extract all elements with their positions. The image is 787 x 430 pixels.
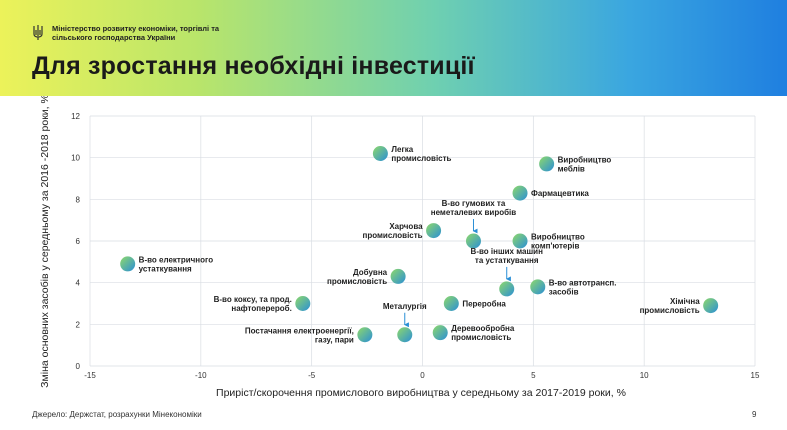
data-point: [703, 298, 719, 314]
point-label: устаткування: [139, 264, 192, 273]
data-point: [539, 156, 555, 172]
ministry-line-1: Міністерство розвитку економіки, торгівл…: [52, 24, 220, 33]
data-point: [120, 256, 136, 272]
x-tick-label: -10: [195, 371, 207, 380]
trident-icon: [33, 25, 43, 40]
data-point: [512, 185, 528, 201]
data-point: [443, 296, 459, 311]
y-tick-label: 4: [76, 279, 81, 288]
point-label: промисловість: [327, 277, 387, 286]
point-label: В-во автотрансп.: [549, 278, 617, 287]
point-label: неметалевих виробів: [431, 208, 517, 217]
data-point: [357, 327, 373, 343]
y-tick-label: 2: [76, 320, 81, 329]
point-label: промисловість: [451, 333, 511, 342]
point-label: Добувна: [353, 268, 388, 277]
point-label: В-во коксу, та прод.: [214, 295, 292, 304]
x-tick-label: -5: [308, 371, 316, 380]
data-point-group: В-во автотрансп.засобів: [530, 278, 616, 296]
x-tick-label: 5: [531, 371, 536, 380]
point-label: В-во інших машин: [471, 247, 544, 256]
data-point: [512, 233, 528, 249]
data-point: [390, 268, 406, 284]
point-label: Хімічна: [670, 297, 700, 306]
y-tick-label: 10: [71, 154, 80, 163]
point-label: газу, пари: [315, 335, 354, 344]
ministry-name: Міністерство розвитку економіки, торгівл…: [52, 24, 272, 42]
ministry-line-2: сільського господарства України: [52, 33, 176, 42]
data-point-group: Фармацевтика: [512, 185, 589, 201]
point-label: Металургія: [383, 302, 427, 311]
x-axis-title: Приріст/скорочення промислового виробниц…: [216, 387, 626, 399]
x-tick-label: -15: [84, 371, 96, 380]
point-label: промисловість: [640, 306, 700, 315]
data-point-group: В-во коксу, та прод.нафтоперероб.: [214, 295, 311, 313]
source-note: Джерело: Держстат, розрахунки Мінекономі…: [32, 410, 202, 419]
point-label: Фармацевтика: [531, 189, 589, 198]
point-label: Виробництво: [531, 233, 585, 242]
header-banner: Міністерство розвитку економіки, торгівл…: [0, 0, 787, 96]
data-point: [499, 281, 515, 297]
grid: [89, 115, 756, 367]
axis-ticks: -15 -10 -5 0 5 10 15 0 2 4 6 8 10 12: [71, 112, 760, 380]
point-label: Постачання електроенергії,: [245, 326, 354, 335]
point-label: В-во електричного: [139, 255, 214, 264]
y-axis-title: Зміна основних засобів у середньому за 2…: [39, 96, 51, 388]
data-point: [465, 233, 481, 249]
data-point: [426, 223, 442, 239]
page-title: Для зростання необхідні інвестиції: [32, 52, 475, 80]
point-label: Легка: [391, 145, 413, 154]
point-label: В-во гумових та: [442, 199, 506, 208]
data-point-group: Постачання електроенергії,газу, пари: [245, 326, 373, 344]
data-point-group: Металургія: [383, 302, 427, 343]
point-label: Деревообробна: [451, 324, 515, 333]
y-tick-label: 0: [76, 362, 81, 371]
data-point: [295, 296, 311, 311]
point-label: меблів: [558, 164, 585, 173]
page-number: 9: [752, 410, 757, 419]
y-tick-label: 6: [76, 237, 81, 246]
point-label: нафтоперероб.: [231, 304, 291, 313]
point-label: Харчова: [389, 222, 423, 231]
data-point: [530, 279, 546, 295]
point-label: та устаткування: [475, 256, 539, 265]
data-point: [432, 325, 448, 341]
y-tick-label: 8: [76, 195, 81, 204]
scatter-chart: -15 -10 -5 0 5 10 15 0 2 4 6 8 10 12 В-во електричног…: [39, 96, 760, 399]
point-label: промисловість: [391, 154, 451, 163]
y-tick-label: 12: [71, 112, 80, 121]
point-label: Виробництво: [558, 155, 612, 164]
data-point-group: Переробна: [443, 296, 506, 311]
x-tick-label: 15: [751, 371, 760, 380]
point-label: промисловість: [363, 231, 423, 240]
point-label: комп'ютерів: [531, 242, 579, 251]
x-tick-label: 0: [420, 371, 425, 380]
point-label: Переробна: [462, 300, 506, 309]
data-point: [397, 327, 413, 343]
point-label: засобів: [549, 287, 579, 296]
x-tick-label: 10: [640, 371, 649, 380]
data-point: [372, 146, 388, 161]
y-axis-title-text: Зміна основних засобів у середньому за 2…: [39, 96, 51, 388]
